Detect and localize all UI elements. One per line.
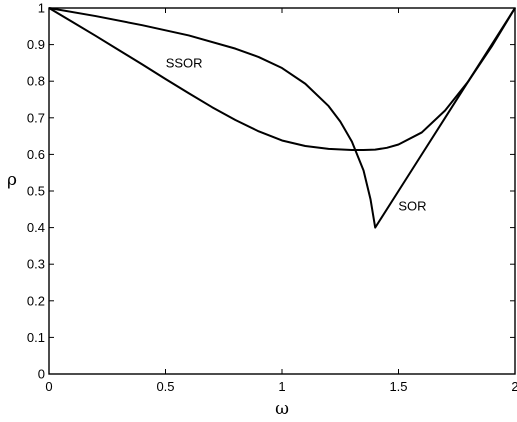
- y-tick-label: 0.3: [27, 257, 45, 272]
- axes: 0 0.5 1 1.5 2 0 0.1 0.2 0.3 0.4 0.5 0.6 0.7 0.8 0.9 1: [27, 1, 517, 395]
- y-tick-label: 0.9: [27, 37, 45, 52]
- x-tick-label: 0: [45, 379, 52, 394]
- y-tick-label: 0.1: [27, 330, 45, 345]
- annotation-sor: SOR: [398, 198, 426, 213]
- x-axis-label: ω: [275, 399, 289, 419]
- x-tick-label: 2: [511, 379, 517, 394]
- y-tick-label: 0.8: [27, 74, 45, 89]
- y-tick-label: 0: [38, 367, 45, 382]
- y-tick-label: 0.5: [27, 184, 45, 199]
- plot-frame: [48, 7, 516, 375]
- y-tick-label: 0.6: [27, 147, 45, 162]
- y-tick-label: 1: [38, 1, 45, 16]
- x-tick-label: 1.5: [389, 379, 407, 394]
- annotation-ssor: SSOR: [166, 56, 203, 71]
- x-tick-label: 1: [278, 379, 285, 394]
- y-tick-label: 0.7: [27, 110, 45, 125]
- x-tick-label: 0.5: [156, 379, 174, 394]
- labels: ω ρ SSOR SOR: [7, 56, 427, 419]
- y-tick-label: 0.4: [27, 220, 45, 235]
- y-tick-label: 0.2: [27, 293, 45, 308]
- series-line-sor: [48, 7, 516, 229]
- series-group: [48, 7, 516, 229]
- y-axis-label: ρ: [7, 170, 17, 190]
- series-line-ssor: [48, 7, 516, 152]
